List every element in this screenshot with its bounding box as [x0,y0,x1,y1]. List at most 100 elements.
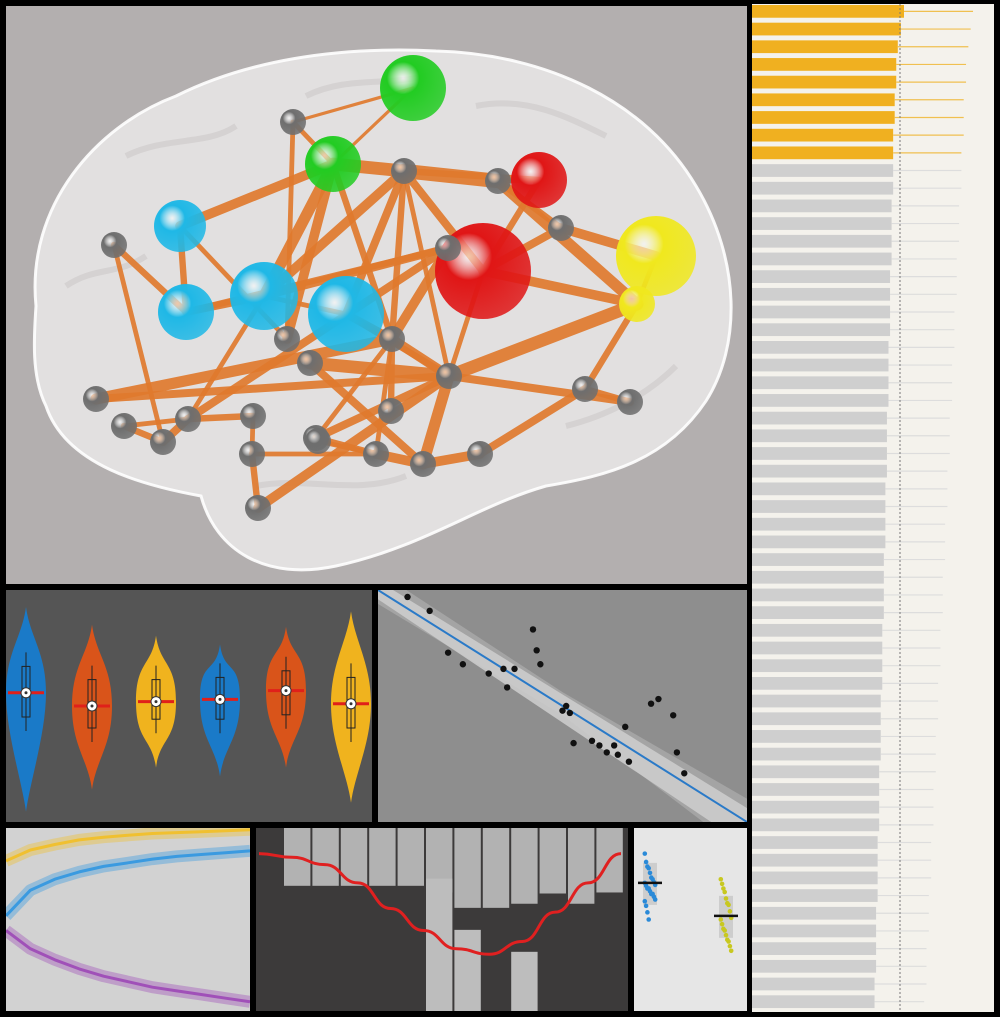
bar [752,376,889,390]
bar [752,287,891,301]
scatter-point [570,739,577,747]
violin-chart [6,590,372,822]
scatter-point [404,593,411,601]
bar [752,146,894,160]
bar [752,765,880,779]
strip-point [718,876,724,882]
bar [752,995,875,1009]
bar [752,358,889,372]
network-node-gray [305,428,331,454]
brain-network-chart [6,6,747,584]
bar [752,924,877,938]
strip-point [722,889,727,895]
curves-chart [6,828,250,1011]
network-edge [253,371,454,513]
brain-sulci [64,73,679,489]
bar [752,252,892,266]
bar [752,58,897,71]
curves-panel [6,828,250,1011]
bar [752,270,891,283]
bar [752,694,881,708]
strip-point [727,943,733,949]
bar [752,128,894,142]
histogram-bar-top [511,828,538,904]
scatter-point [426,607,433,615]
scatter-point [614,751,622,758]
histogram-bar-bottom [511,951,538,1011]
scatter-point [511,665,518,673]
bar [752,500,886,513]
bar [752,977,875,991]
bar [752,234,892,248]
bar [752,606,884,619]
histogram-chart [256,828,628,1011]
scatter-point [459,661,467,668]
network-node-yellow [616,216,696,296]
bar [752,535,886,549]
network-node-gray [467,441,493,467]
network-node-cyan [230,262,298,330]
network-node-gray [274,326,300,352]
bar [752,341,889,354]
strip-point [726,939,731,944]
scatter-point [596,742,603,749]
network-edge [445,372,634,406]
network-edge [417,370,455,470]
strip-point [646,917,651,922]
network-node-gray [435,235,461,261]
network-node-gray [239,441,265,467]
network-node-gray [363,441,389,467]
bar [752,40,898,54]
scatter-point [647,700,655,707]
strip-point [721,886,726,891]
network-node-gray [83,386,109,412]
strip-point [726,902,731,908]
curve-line-yellow [6,828,250,863]
network-node-gray [379,326,405,352]
bar [752,22,901,36]
network-node-gray [436,363,462,389]
scatter-point [529,626,537,633]
curve-line-purple [6,929,250,1004]
network-node-gray [410,451,436,477]
network-node-gray [617,389,643,415]
scatter-point [655,695,662,703]
violin-median-center [218,697,222,701]
network-node-gray [175,406,201,432]
histogram-bar-top [369,828,396,886]
bar [752,570,884,584]
scatter-point [603,749,610,756]
scatter-panel [378,590,747,822]
scatter-point [625,758,633,765]
violin-background [6,590,372,822]
density-curve [258,852,622,956]
network-edge [476,385,589,458]
network-node-gray [485,168,511,194]
scatter-point [562,702,570,710]
strip-point [718,917,724,922]
network-node-gray [245,495,271,521]
bar [752,199,892,213]
network-node-gray [240,403,266,429]
histogram-bar-top [397,828,424,886]
bar [752,429,887,443]
brain-network-panel [6,6,747,584]
strip-point [722,928,727,933]
network-edge [303,356,456,383]
histogram-bar-top [539,828,566,894]
bar [752,411,887,425]
strip-point [643,903,649,909]
bar [752,677,883,690]
scatter-point [588,737,596,744]
bar [752,305,891,319]
bar [752,482,886,496]
strip-point [642,851,648,856]
scatter-point [622,723,629,731]
violin-median-center [90,704,94,708]
ranked-bar-chart [752,4,994,1012]
bar [752,942,877,955]
scatter-point [500,665,507,673]
histogram-bar-top [482,828,510,908]
strip-panel [634,828,747,1011]
strip-point [647,870,653,876]
